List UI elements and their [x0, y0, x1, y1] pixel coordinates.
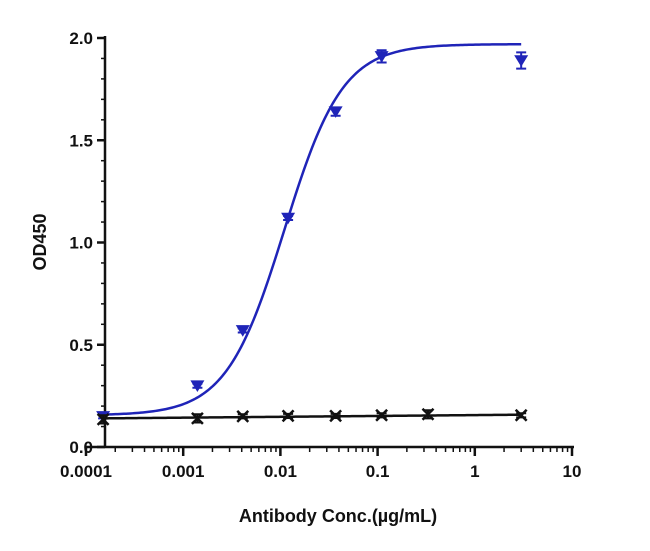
y-axis-label: OD450: [30, 213, 50, 270]
y-tick-label: 1.5: [69, 131, 93, 150]
data-point-series-1: [514, 55, 529, 67]
data-point-series-2: [421, 407, 435, 421]
data-point-series-1: [281, 212, 296, 225]
data-point-series-2: [191, 411, 204, 425]
plot-area: [96, 42, 529, 426]
data-point-series-2: [375, 408, 389, 422]
x-tick-label: 0.001: [162, 462, 205, 481]
data-point-series-1: [190, 380, 205, 392]
y-tick-label: 2.0: [69, 29, 93, 48]
fit-curve-series-2: [103, 413, 522, 420]
data-point-series-2: [514, 408, 528, 422]
x-tick-label: 0.0001: [60, 462, 112, 481]
data-point-series-2: [329, 409, 343, 423]
x-tick-label: 1: [470, 462, 479, 481]
fit-curve-series-1: [103, 42, 522, 416]
x-axis-label: Antibody Conc.(µg/mL): [239, 506, 437, 526]
axes: 0.0 0.5 1.0 1.5 2.0 0.0001 0.001 0.01 0.1 1 10: [60, 29, 581, 481]
data-point-series-2: [96, 413, 110, 426]
x-tick-label: 0.01: [264, 462, 297, 481]
data-point-series-2: [236, 409, 250, 423]
data-point-series-1: [328, 106, 343, 118]
x-tick-label: 0.1: [366, 462, 390, 481]
y-tick-label: 1.0: [69, 234, 93, 253]
data-point-series-2: [281, 409, 295, 423]
x-tick-label: 10: [563, 462, 582, 481]
y-tick-label: 0.0: [69, 438, 93, 457]
y-tick-label: 0.5: [69, 336, 93, 355]
data-point-series-1: [374, 51, 389, 63]
data-point-series-1: [235, 325, 250, 337]
